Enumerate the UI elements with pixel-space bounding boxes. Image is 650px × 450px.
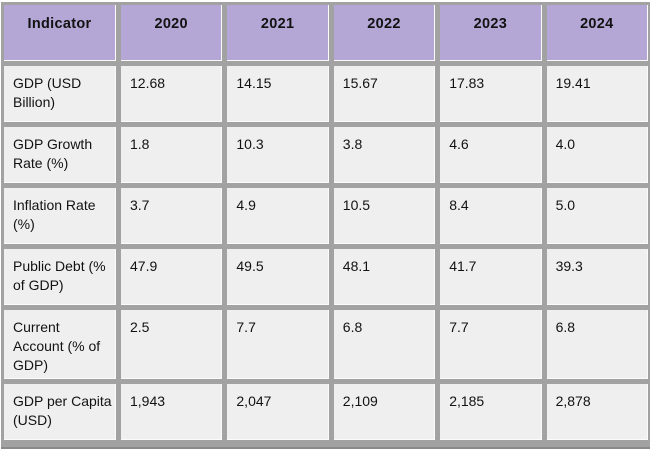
- column-header-2020: 2020: [121, 5, 223, 61]
- cell-gdp-2024: 19.41: [546, 66, 648, 122]
- column-header-2024: 2024: [546, 5, 648, 61]
- cell-inflation-2020: 3.7: [121, 188, 223, 244]
- cell-public-debt-2022: 48.1: [333, 249, 436, 305]
- cell-gdp-growth-2022: 3.8: [333, 127, 436, 183]
- cell-inflation-2022: 10.5: [333, 188, 436, 244]
- row-label-current-account: Current Account (% of GDP): [4, 310, 116, 379]
- row-label-inflation: Inflation Rate (%): [4, 188, 116, 244]
- cell-gdp-2022: 15.67: [333, 66, 436, 122]
- cell-inflation-2024: 5.0: [546, 188, 648, 244]
- cell-public-debt-2021: 49.5: [227, 249, 329, 305]
- cell-gdp-per-capita-2020: 1,943: [121, 384, 223, 440]
- cell-public-debt-2020: 47.9: [121, 249, 223, 305]
- cell-gdp-2020: 12.68: [121, 66, 223, 122]
- cell-inflation-2023: 8.4: [440, 188, 542, 244]
- column-header-indicator: Indicator: [4, 5, 116, 61]
- cell-current-account-2021: 7.7: [227, 310, 329, 379]
- cell-gdp-growth-2023: 4.6: [440, 127, 542, 183]
- cell-gdp-growth-2021: 10.3: [227, 127, 329, 183]
- row-label-gdp-per-capita: GDP per Capita (USD): [4, 384, 116, 440]
- column-header-2021: 2021: [227, 5, 329, 61]
- row-label-gdp-growth: GDP Growth Rate (%): [4, 127, 116, 183]
- column-header-2022: 2022: [333, 5, 436, 61]
- cell-gdp-2021: 14.15: [227, 66, 329, 122]
- cell-public-debt-2024: 39.3: [546, 249, 648, 305]
- cell-current-account-2022: 6.8: [333, 310, 436, 379]
- column-header-2023: 2023: [440, 5, 542, 61]
- cell-gdp-2023: 17.83: [440, 66, 542, 122]
- cell-current-account-2024: 6.8: [546, 310, 648, 379]
- cell-current-account-2020: 2.5: [121, 310, 223, 379]
- cell-gdp-growth-2020: 1.8: [121, 127, 223, 183]
- cell-gdp-per-capita-2024: 2,878: [546, 384, 648, 440]
- row-label-gdp: GDP (USD Billion): [4, 66, 116, 122]
- cell-inflation-2021: 4.9: [227, 188, 329, 244]
- cell-gdp-per-capita-2023: 2,185: [440, 384, 542, 440]
- cell-gdp-per-capita-2021: 2,047: [227, 384, 329, 440]
- cell-gdp-growth-2024: 4.0: [546, 127, 648, 183]
- cell-gdp-per-capita-2022: 2,109: [333, 384, 436, 440]
- row-label-public-debt: Public Debt (% of GDP): [4, 249, 116, 305]
- cell-current-account-2023: 7.7: [440, 310, 542, 379]
- cell-public-debt-2023: 41.7: [440, 249, 542, 305]
